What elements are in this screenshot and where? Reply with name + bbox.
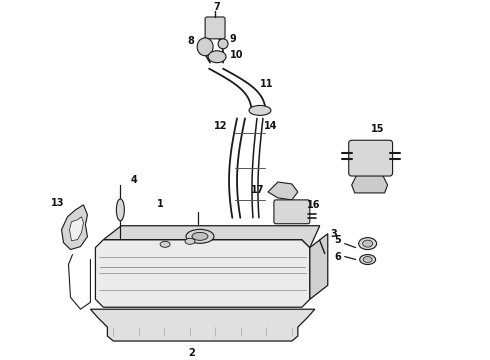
- Polygon shape: [91, 309, 315, 341]
- Ellipse shape: [197, 38, 213, 56]
- Text: 12: 12: [214, 121, 228, 131]
- Polygon shape: [310, 234, 328, 299]
- Ellipse shape: [218, 39, 228, 49]
- Text: 3: 3: [330, 229, 337, 239]
- Ellipse shape: [185, 238, 195, 244]
- Ellipse shape: [186, 229, 214, 243]
- Text: 2: 2: [189, 348, 196, 358]
- Ellipse shape: [360, 255, 376, 265]
- Text: 13: 13: [51, 198, 64, 208]
- Text: 5: 5: [334, 235, 341, 245]
- Ellipse shape: [192, 233, 208, 240]
- Text: 14: 14: [264, 121, 278, 131]
- Ellipse shape: [116, 199, 124, 221]
- Polygon shape: [70, 217, 83, 240]
- FancyBboxPatch shape: [349, 140, 392, 176]
- Ellipse shape: [363, 240, 372, 247]
- FancyBboxPatch shape: [274, 200, 310, 224]
- Polygon shape: [96, 240, 310, 307]
- Text: 16: 16: [307, 200, 320, 210]
- Text: 6: 6: [334, 252, 341, 262]
- Text: 11: 11: [260, 78, 274, 89]
- Ellipse shape: [208, 51, 226, 63]
- Text: 9: 9: [230, 34, 236, 44]
- Ellipse shape: [359, 238, 377, 249]
- Text: 7: 7: [214, 2, 220, 12]
- Text: 15: 15: [371, 124, 384, 134]
- Ellipse shape: [249, 105, 271, 116]
- FancyBboxPatch shape: [205, 17, 225, 39]
- Ellipse shape: [160, 241, 170, 247]
- Text: 17: 17: [251, 185, 265, 195]
- Polygon shape: [62, 205, 87, 249]
- Polygon shape: [103, 226, 320, 248]
- Text: 4: 4: [131, 175, 138, 185]
- Text: 10: 10: [230, 50, 244, 60]
- Text: 1: 1: [157, 199, 164, 209]
- Polygon shape: [268, 182, 298, 200]
- Text: 8: 8: [188, 36, 195, 46]
- Ellipse shape: [363, 257, 372, 262]
- Polygon shape: [352, 173, 388, 193]
